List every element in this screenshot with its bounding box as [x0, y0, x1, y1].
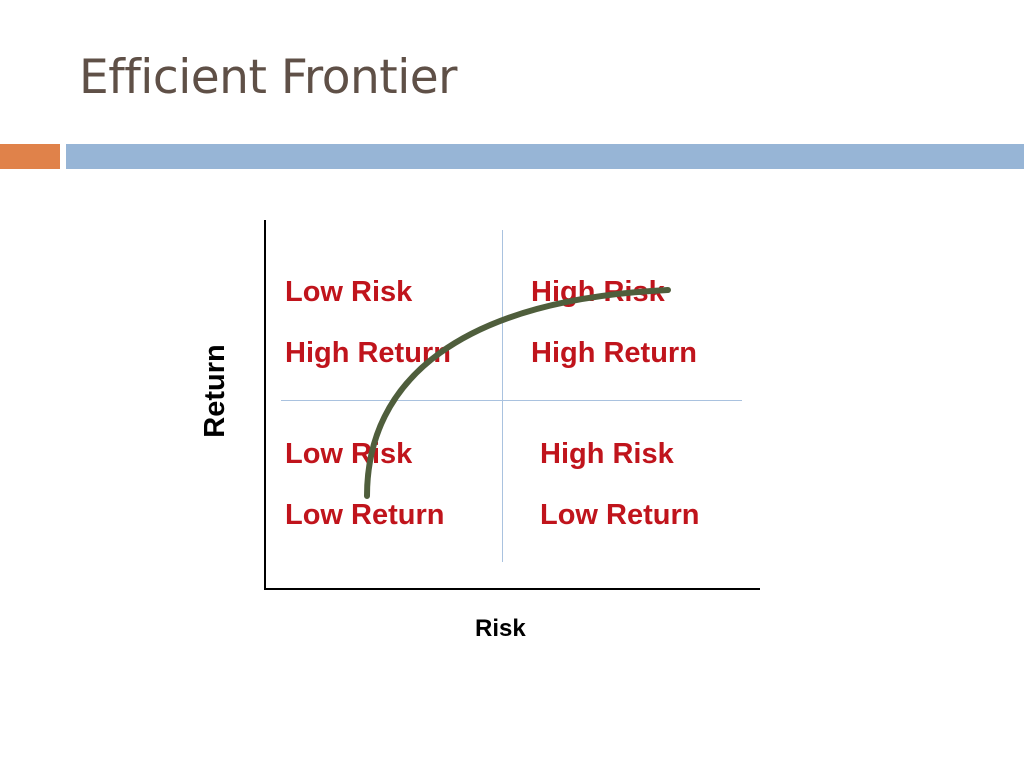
y-axis-line — [264, 220, 266, 589]
x-axis-label: Risk — [475, 615, 526, 642]
quadrant-divider-horizontal — [281, 400, 742, 401]
quadrant-top-left-return: High Return — [285, 337, 451, 369]
quadrant-top-right-return: High Return — [531, 337, 697, 369]
slide-title: Efficient Frontier — [79, 50, 458, 105]
quadrant-top-right-risk: High Risk — [531, 276, 665, 308]
title-rule-bar — [66, 144, 1024, 169]
quadrant-top-left-risk: Low Risk — [285, 276, 413, 308]
quadrant-bottom-right-risk: High Risk — [540, 438, 674, 470]
quadrant-divider-vertical — [502, 230, 503, 562]
quadrant-bottom-left-return: Low Return — [285, 499, 445, 531]
y-axis-label: Return — [199, 344, 231, 438]
quadrant-bottom-right-return: Low Return — [540, 499, 700, 531]
x-axis-line — [264, 588, 760, 590]
quadrant-bottom-left-risk: Low Risk — [285, 438, 413, 470]
title-accent-bar — [0, 144, 60, 169]
